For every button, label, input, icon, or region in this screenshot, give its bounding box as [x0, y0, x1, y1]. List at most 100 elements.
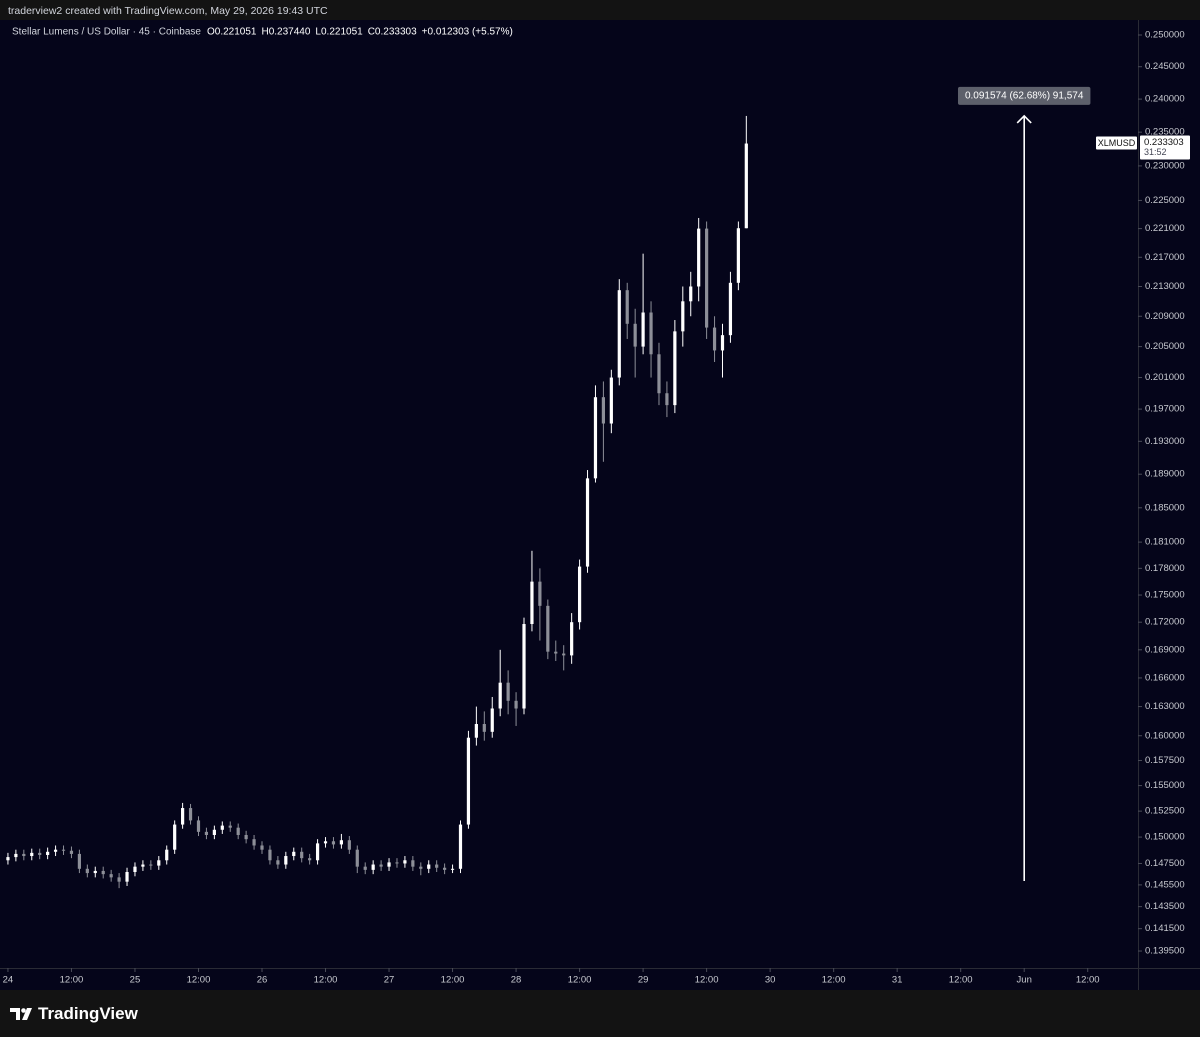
- y-tick-label: 0.197000: [1145, 404, 1185, 415]
- candle-body: [609, 377, 613, 424]
- candle-body: [673, 331, 677, 406]
- legend-value: +0.012303 (+5.57%): [422, 27, 513, 38]
- y-tick-label: 0.221000: [1145, 223, 1185, 234]
- y-tick-label: 0.230000: [1145, 160, 1185, 171]
- y-tick-label: 0.155000: [1145, 780, 1185, 791]
- y-tick-label: 0.189000: [1145, 469, 1185, 480]
- legend-title: Stellar Lumens / US Dollar · 45 · Coinba…: [12, 27, 201, 38]
- y-tick-label: 0.178000: [1145, 563, 1185, 574]
- candle-body: [196, 820, 201, 832]
- candle-body: [149, 864, 153, 866]
- chart-panel: [0, 20, 1200, 990]
- candle-body: [736, 228, 740, 283]
- candle-body: [554, 651, 558, 654]
- y-tick-label: 0.141500: [1145, 923, 1185, 934]
- candle-body: [514, 700, 518, 709]
- y-tick-label: 0.240000: [1145, 94, 1185, 105]
- symbol-tag-box: [1096, 136, 1137, 150]
- candle-body: [705, 228, 709, 328]
- header-text: traderview2 created with TradingView.com…: [8, 5, 328, 17]
- x-tick-label: 28: [511, 975, 522, 986]
- candle-body: [530, 581, 534, 625]
- candle-body: [728, 282, 733, 336]
- legend-value: H0.237440: [261, 27, 310, 38]
- candle-body: [61, 849, 66, 851]
- measure-label-box: [957, 86, 1091, 105]
- candle-body: [363, 866, 367, 870]
- y-tick-label: 0.225000: [1145, 195, 1185, 206]
- legend: Stellar Lumens / US Dollar · 45 · Coinba…: [12, 27, 513, 38]
- x-tick-label: 12:00: [60, 975, 84, 986]
- measure-arrowhead: [1016, 114, 1032, 124]
- legend-value: O0.221051: [207, 27, 257, 38]
- candle-body: [593, 397, 598, 479]
- candle-body: [482, 724, 486, 732]
- x-tick-label: 27: [384, 975, 395, 986]
- candle-body: [498, 682, 502, 709]
- candle-body: [292, 851, 296, 857]
- candle-body: [165, 849, 169, 861]
- y-tick-label: 0.213000: [1145, 281, 1185, 292]
- price-tag-value: 0.233303: [1144, 137, 1184, 148]
- y-tick-label: 0.245000: [1145, 61, 1185, 72]
- candle-body: [30, 852, 34, 857]
- x-tick-label: 12:00: [822, 975, 846, 986]
- candle-body: [188, 808, 193, 821]
- y-tick-label: 0.250000: [1145, 30, 1185, 41]
- candle-body: [490, 708, 494, 732]
- candle-body: [665, 393, 669, 406]
- y-tick-label: 0.175000: [1145, 590, 1185, 601]
- candle-body: [625, 290, 629, 324]
- y-tick-label: 0.209000: [1145, 311, 1185, 322]
- candle-body: [435, 864, 439, 868]
- candle-body: [633, 323, 637, 347]
- symbol-tag: XLMUSD: [1098, 138, 1136, 148]
- x-tick-label: 25: [130, 975, 141, 986]
- candle-body: [14, 853, 18, 858]
- y-tick-label: 0.150000: [1145, 832, 1185, 843]
- candle-body: [109, 874, 113, 878]
- plot: 0.250000 0.245000 0.240000 0.235000 0.230000…: [3, 30, 1190, 986]
- candle-body: [387, 862, 391, 867]
- candle-body: [522, 624, 526, 709]
- candle-body: [681, 301, 685, 332]
- candle-body: [538, 581, 542, 606]
- y-tick-label: 0.201000: [1145, 372, 1185, 383]
- candle-body: [419, 866, 423, 869]
- measure-label: 0.091574 (62.68%) 91,574: [965, 91, 1084, 102]
- candle-body: [585, 478, 590, 567]
- y-tick-label: 0.143500: [1145, 901, 1185, 912]
- candle-body: [85, 868, 89, 874]
- y-tick-label: 0.166000: [1145, 672, 1185, 683]
- candle-body: [689, 286, 693, 302]
- price-tag-box: [1140, 135, 1190, 160]
- candle-body: [315, 843, 320, 861]
- y-tick-label: 0.193000: [1145, 436, 1185, 447]
- candle-body: [69, 850, 74, 854]
- candle-body: [141, 864, 145, 867]
- candle-body: [157, 860, 161, 866]
- y-tick-label: 0.160000: [1145, 730, 1185, 741]
- y-tick-label: 0.139500: [1145, 946, 1185, 957]
- x-tick-label: 12:00: [695, 975, 719, 986]
- x-tick-label: 12:00: [314, 975, 338, 986]
- candle-body: [236, 827, 240, 835]
- legend-value: C0.233303: [368, 27, 417, 38]
- candle-body: [260, 845, 264, 850]
- y-tick-label: 0.157500: [1145, 755, 1185, 766]
- x-tick-label: 31: [892, 975, 903, 986]
- x-tick-label: 12:00: [1076, 975, 1100, 986]
- candle-body: [649, 312, 653, 355]
- candle-body: [657, 354, 661, 394]
- candle-body: [355, 849, 359, 867]
- candle-body: [379, 864, 383, 867]
- candle-body: [617, 290, 621, 378]
- candle-body: [443, 867, 447, 870]
- candle-body: [641, 312, 645, 347]
- candle-body: [220, 825, 224, 830]
- candle-body: [427, 864, 431, 869]
- candle-body: [93, 870, 97, 874]
- logo: TradingView: [10, 1004, 139, 1023]
- y-tick-label: 0.145500: [1145, 879, 1185, 890]
